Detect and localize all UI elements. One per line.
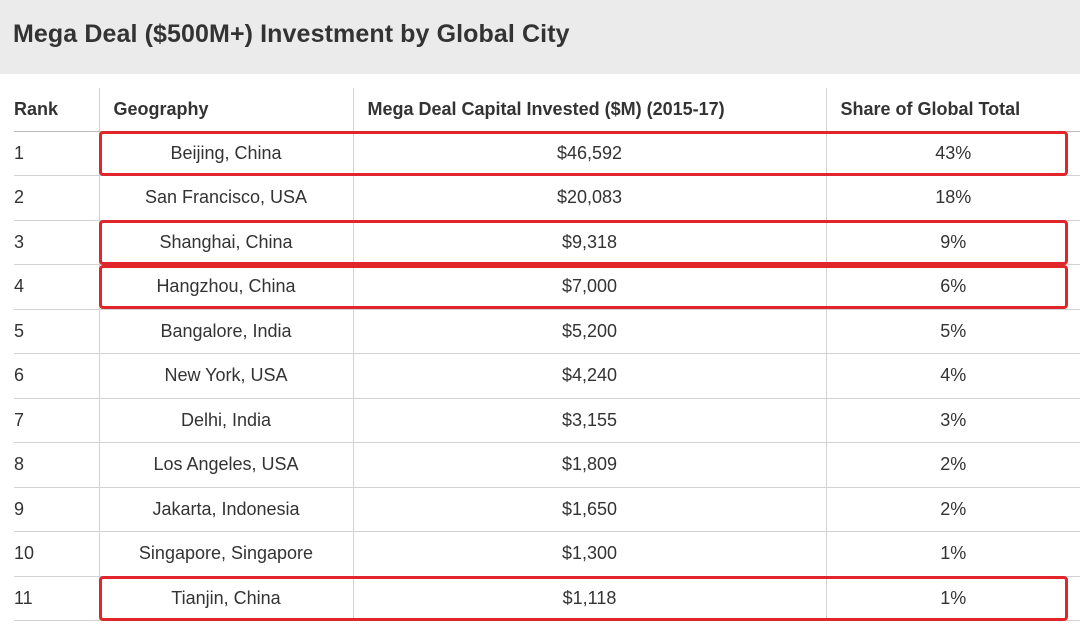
cell-capital: $5,200 [352,309,826,354]
cell-capital: $1,300 [352,531,826,577]
cell-rank: 6 [14,353,99,399]
cell-capital: $1,809 [352,442,826,488]
cell-geography: Shanghai, China [98,220,353,265]
column-header-share: Share of Global Total [825,88,1080,132]
cell-share: 1% [825,576,1080,621]
table-row: 9 Jakarta, Indonesia $1,650 2% [14,487,1080,532]
table-row: 3 Shanghai, China $9,318 9% [14,220,1080,265]
cell-share: 43% [825,131,1080,176]
cell-geography: Hangzhou, China [98,264,353,310]
table-row: 7 Delhi, India $3,155 3% [14,398,1080,443]
cell-rank: 2 [14,175,99,221]
cell-geography: San Francisco, USA [98,175,353,221]
table-row: 4 Hangzhou, China $7,000 6% [14,264,1080,310]
table-row: 5 Bangalore, India $5,200 5% [14,309,1080,354]
cell-geography: Beijing, China [98,131,353,176]
cell-geography: New York, USA [98,353,353,399]
cell-capital: $20,083 [352,175,826,221]
table-row: 10 Singapore, Singapore $1,300 1% [14,531,1080,577]
column-header-capital: Mega Deal Capital Invested ($M) (2015-17… [352,88,826,132]
cell-share: 5% [825,309,1080,354]
cell-rank: 3 [14,220,99,265]
cell-geography: Singapore, Singapore [98,531,353,577]
cell-geography: Delhi, India [98,398,353,443]
cell-share: 1% [825,531,1080,577]
cell-rank: 10 [14,531,99,577]
title-bar: Mega Deal ($500M+) Investment by Global … [0,0,1080,74]
column-header-rank: Rank [14,88,99,132]
cell-share: 18% [825,175,1080,221]
cell-rank: 9 [14,487,99,532]
cell-capital: $1,118 [352,576,826,621]
cell-share: 6% [825,264,1080,310]
cell-geography: Los Angeles, USA [98,442,353,488]
table-body: 1 Beijing, China $46,592 43% 2 San Francisco,… [14,131,1080,621]
cell-capital: $7,000 [352,264,826,310]
cell-share: 2% [825,487,1080,532]
page-title: Mega Deal ($500M+) Investment by Global … [13,20,570,48]
cell-rank: 5 [14,309,99,354]
cell-rank: 1 [14,131,99,176]
table-row: 2 San Francisco, USA $20,083 18% [14,175,1080,221]
table-row: 6 New York, USA $4,240 4% [14,353,1080,399]
cell-capital: $9,318 [352,220,826,265]
cell-capital: $3,155 [352,398,826,443]
table-container: Rank Geography Mega Deal Capital Investe… [14,88,1080,621]
table-row: 1 Beijing, China $46,592 43% [14,131,1080,176]
table-row: 11 Tianjin, China $1,118 1% [14,576,1080,621]
cell-rank: 4 [14,264,99,310]
cell-geography: Tianjin, China [98,576,353,621]
cell-capital: $1,650 [352,487,826,532]
cell-capital: $46,592 [352,131,826,176]
cell-rank: 7 [14,398,99,443]
cell-share: 9% [825,220,1080,265]
cell-share: 4% [825,353,1080,399]
cell-rank: 8 [14,442,99,488]
cell-geography: Bangalore, India [98,309,353,354]
cell-rank: 11 [14,576,99,621]
table-header-row: Rank Geography Mega Deal Capital Investe… [14,88,1080,132]
cell-share: 2% [825,442,1080,488]
table-row: 8 Los Angeles, USA $1,809 2% [14,442,1080,488]
cell-share: 3% [825,398,1080,443]
cell-geography: Jakarta, Indonesia [98,487,353,532]
cell-capital: $4,240 [352,353,826,399]
column-header-geography: Geography [98,88,353,132]
investment-table: Rank Geography Mega Deal Capital Investe… [14,88,1080,621]
